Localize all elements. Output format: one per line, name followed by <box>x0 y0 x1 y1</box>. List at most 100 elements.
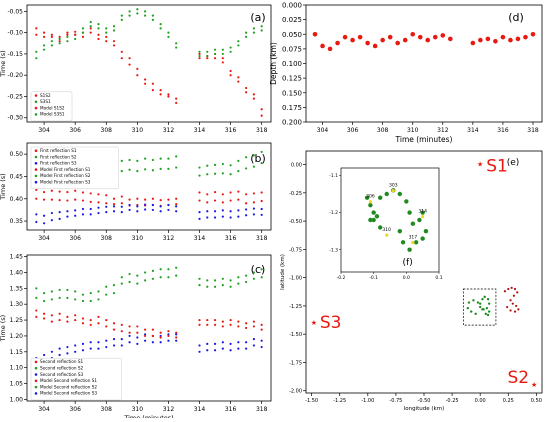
x-tick-label: 304 <box>38 406 50 413</box>
data-point <box>206 216 209 219</box>
x-tick-label: -0.75 <box>389 398 402 404</box>
legend-entry: Model First reflection S1 <box>40 167 91 172</box>
data-point <box>89 31 92 34</box>
data-point <box>128 208 131 212</box>
time-marker <box>411 240 415 245</box>
data-point <box>50 211 53 215</box>
track-point <box>513 287 517 291</box>
data-point <box>105 325 108 328</box>
data-point <box>105 202 108 205</box>
data-point <box>159 205 162 208</box>
data-point <box>128 14 131 17</box>
data-point <box>167 333 170 336</box>
data-point <box>312 31 318 37</box>
data-point <box>144 333 147 336</box>
x-tick-label: 304 <box>38 235 50 242</box>
data-point <box>128 341 131 344</box>
data-point <box>260 199 263 203</box>
data-point <box>35 296 38 299</box>
data-point <box>260 213 263 216</box>
data-point <box>120 195 123 198</box>
data-point <box>50 35 53 39</box>
track-point <box>397 191 402 197</box>
data-point <box>213 52 217 56</box>
x-tick-label: 318 <box>256 127 268 134</box>
data-point <box>159 331 162 334</box>
data-point <box>144 271 147 274</box>
data-point <box>260 108 263 111</box>
data-point <box>144 82 147 85</box>
track-point <box>487 310 491 313</box>
data-point <box>221 172 224 175</box>
data-point <box>66 35 69 39</box>
data-point <box>237 40 240 43</box>
data-point <box>260 207 263 211</box>
legend-marker <box>34 366 38 370</box>
y-tick-label: 0.45 <box>10 173 24 180</box>
data-point <box>50 219 53 222</box>
legend-marker <box>34 392 38 395</box>
data-point <box>167 203 170 207</box>
series-model-second-reflection-s2 <box>35 274 263 303</box>
data-point <box>229 349 232 352</box>
data-point <box>252 165 256 168</box>
data-point <box>206 50 209 53</box>
data-point <box>159 167 162 170</box>
track-point <box>476 301 480 304</box>
track-point <box>513 310 517 313</box>
data-point <box>229 342 232 345</box>
panel-a: 304 306 308 310 312 314 316 318 -0.30 -0.25 -0.20 -… <box>0 4 272 134</box>
y-tick-label: 0.050 <box>282 31 302 39</box>
x-tick-label: 312 <box>163 406 175 413</box>
data-point <box>128 63 131 66</box>
data-point <box>237 159 240 162</box>
data-point <box>213 349 217 352</box>
data-point <box>213 190 217 194</box>
panel-d: 304 306 308 310 312 314 316 318 0.000 0.025 0.050 0… <box>269 2 543 144</box>
data-point <box>66 215 69 218</box>
data-point <box>89 200 92 203</box>
x-tick-label: 314 <box>467 127 479 134</box>
track-point <box>478 305 482 309</box>
data-point <box>260 29 263 32</box>
data-point <box>198 174 201 177</box>
x-tick-label: 318 <box>527 127 539 134</box>
x-tick-label: 308 <box>101 406 113 413</box>
y-tick-label: 0.150 <box>282 89 302 97</box>
data-point <box>81 322 85 325</box>
data-point <box>97 290 100 293</box>
x-tick-label: -0.2 <box>337 275 346 281</box>
x-tick-label: 306 <box>347 127 359 134</box>
data-point <box>260 161 263 165</box>
y-tick-label: 0.100 <box>282 60 302 68</box>
data-point <box>66 210 69 213</box>
data-point <box>245 91 248 94</box>
data-point <box>97 193 100 196</box>
data-point <box>112 203 116 206</box>
x-tick-label: 0.25 <box>503 398 514 404</box>
data-point <box>58 37 61 41</box>
data-point <box>159 157 162 160</box>
data-point <box>175 339 178 342</box>
data-point <box>213 216 217 219</box>
data-point <box>245 156 248 159</box>
data-point <box>81 213 85 216</box>
data-point <box>229 74 232 77</box>
y-axis-label: Time (s) <box>0 315 7 342</box>
data-point <box>66 352 69 355</box>
data-point <box>327 46 333 52</box>
data-point <box>213 323 217 326</box>
data-point <box>221 52 224 56</box>
y-tick-label: 1.00 <box>10 396 24 403</box>
data-point <box>159 27 162 30</box>
data-point <box>81 27 85 30</box>
y-tick-label: -0.10 <box>7 30 23 37</box>
data-point <box>35 197 38 200</box>
data-point <box>112 291 116 295</box>
legend-entry: First reflection S2 <box>40 154 77 159</box>
data-point <box>42 31 46 34</box>
y-tick-label: 0.40 <box>10 196 24 203</box>
data-point <box>112 338 116 341</box>
x-tick-label: 0.50 <box>531 398 542 404</box>
track-point <box>413 240 419 245</box>
